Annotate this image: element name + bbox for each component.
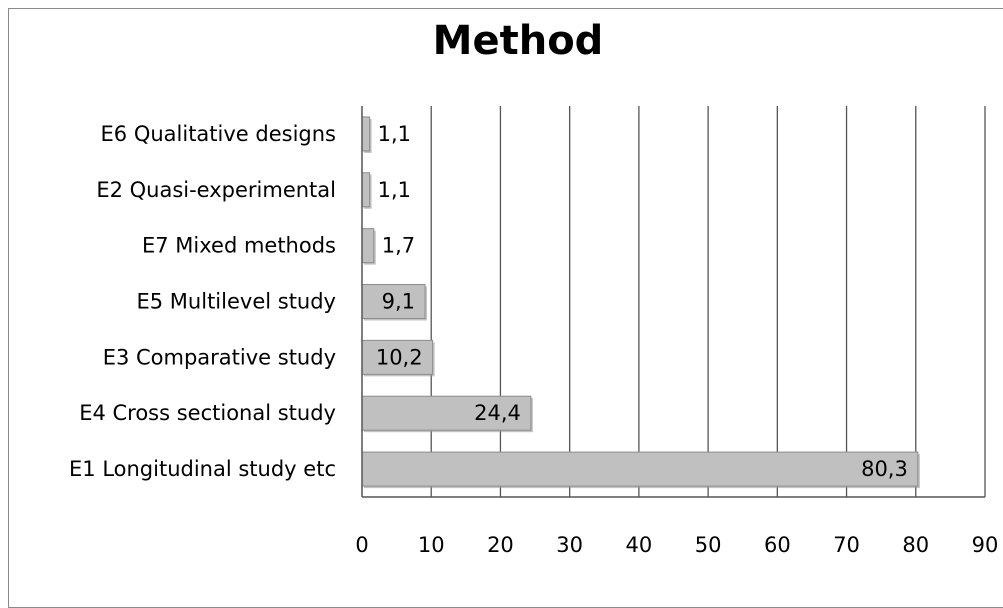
- category-label: E4 Cross sectional study: [79, 401, 336, 425]
- category-label: E3 Comparative study: [103, 345, 336, 369]
- category-label: E7 Mixed methods: [142, 234, 336, 258]
- x-tick-label: 0: [355, 533, 368, 557]
- x-tick-label: 80: [902, 533, 929, 557]
- data-label: 9,1: [382, 290, 415, 314]
- data-label: 24,4: [474, 401, 521, 425]
- data-label: 1,1: [378, 178, 411, 202]
- x-tick-label: 90: [972, 533, 999, 557]
- category-label: E6 Qualitative designs: [101, 122, 336, 146]
- chart-frame: [8, 8, 1003, 608]
- x-tick-label: 60: [764, 533, 791, 557]
- x-tick-label: 40: [626, 533, 653, 557]
- data-label: 10,2: [376, 345, 423, 369]
- category-label: E5 Multilevel study: [137, 290, 337, 314]
- chart-title: Method: [432, 18, 604, 64]
- category-label: E1 Longitudinal study etc: [69, 457, 336, 481]
- x-tick-label: 20: [487, 533, 514, 557]
- data-label: 80,3: [861, 457, 908, 481]
- plot-area: E6 Qualitative designs E2 Quasi-experimen…: [69, 106, 999, 557]
- bar: [361, 116, 371, 152]
- category-label: E2 Quasi-experimental: [96, 178, 336, 202]
- bar: [361, 172, 371, 208]
- data-label: 1,1: [378, 122, 411, 146]
- x-tick-label: 10: [418, 533, 445, 557]
- bar: [361, 451, 919, 487]
- x-tick-label: 30: [556, 533, 583, 557]
- data-label: 1,7: [382, 234, 415, 258]
- x-tick-label: 70: [833, 533, 860, 557]
- x-tick-label: 50: [695, 533, 722, 557]
- bar: [361, 228, 375, 264]
